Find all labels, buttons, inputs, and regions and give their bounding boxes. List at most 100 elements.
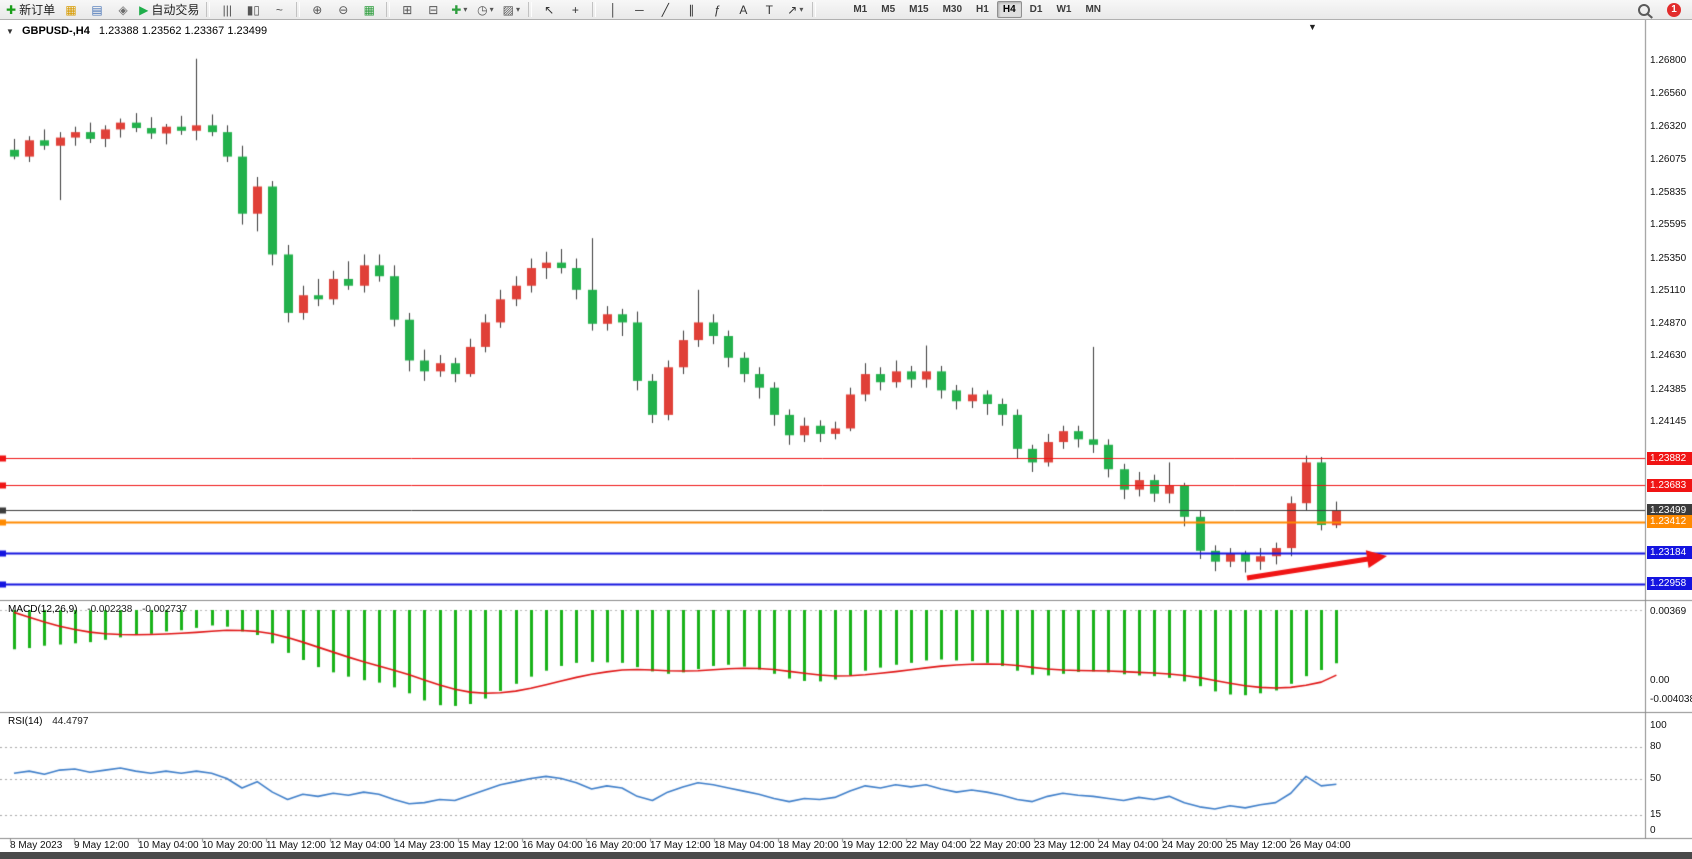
timeframe-m1[interactable]: M1 bbox=[853, 4, 868, 15]
channel-icon: ∥ bbox=[688, 2, 695, 17]
date-axis-label: 18 May 04:00 bbox=[714, 840, 775, 851]
price-axis-label: 1.24145 bbox=[1650, 416, 1687, 428]
rsi-scale-label: 15 bbox=[1650, 809, 1662, 821]
date-axis-label: 19 May 12:00 bbox=[842, 840, 903, 851]
horizontal-line-button[interactable]: ─ bbox=[627, 1, 651, 19]
timeframe-w1[interactable]: W1 bbox=[1056, 4, 1072, 15]
chart-header: ▼ GBPUSD-,H4 1.23388 1.23562 1.23367 1.2… bbox=[6, 25, 267, 38]
chart-symbol-period: GBPUSD-,H4 bbox=[21, 25, 90, 37]
timeframe-toolbar: M1 M5 M15 M30 H1 H4 D1 W1 MN bbox=[846, 0, 1108, 20]
autotrading-button-label: 自动交易 bbox=[151, 2, 200, 17]
zoom-out-button[interactable]: ⊖ bbox=[331, 1, 355, 19]
price-axis-label: 1.25110 bbox=[1650, 285, 1686, 297]
channel-button[interactable]: ∥ bbox=[679, 1, 703, 19]
date-axis-label: 11 May 12:00 bbox=[266, 840, 326, 851]
label-button[interactable]: T bbox=[757, 1, 781, 19]
periods-icon: ◷ bbox=[477, 2, 488, 17]
toolbar: ✚ 新订单 ▦ ▤ ◈ ▶ 自动交易 ||| ▮▯ ~ ⊕ ⊖ ▦ ⊞ ⊟ ✚ ▾ ◷ ▾ ▨ ▾ ↖ + │ ─ ╱ ∥ ƒ A T ↗ ▾… bbox=[0, 0, 1692, 20]
arrows-icon: ↗ bbox=[787, 2, 798, 17]
line-chart-button[interactable]: ~ bbox=[267, 1, 291, 19]
price-axis-label: 1.24385 bbox=[1650, 383, 1687, 395]
rsi-scale-label: 100 bbox=[1650, 720, 1667, 731]
chart-area: ▼ GBPUSD-,H4 1.23388 1.23562 1.23367 1.2… bbox=[0, 20, 1692, 852]
support-line-1-price-tag[interactable]: 1.23184 bbox=[1647, 546, 1692, 560]
timeframe-mn[interactable]: MN bbox=[1085, 4, 1101, 15]
trendline-button[interactable]: ╱ bbox=[653, 1, 677, 19]
timeframe-d1[interactable]: D1 bbox=[1029, 4, 1043, 15]
timeframe-h1[interactable]: H1 bbox=[976, 4, 989, 15]
alert-line-price-tag[interactable]: 1.23412 bbox=[1647, 515, 1692, 529]
date-axis-label: 22 May 20:00 bbox=[970, 840, 1031, 851]
text-button[interactable]: A bbox=[731, 1, 755, 19]
zoom-in-button[interactable]: ⊕ bbox=[305, 1, 329, 19]
one-click-trading-toggle-icon[interactable]: ▼ bbox=[6, 27, 14, 36]
new-order-icon: ✚ bbox=[6, 2, 17, 17]
timeframe-m30[interactable]: M30 bbox=[942, 4, 963, 15]
search-button[interactable] bbox=[1632, 1, 1656, 19]
indicators-button[interactable]: ✚ ▾ bbox=[447, 1, 471, 19]
arrows-button[interactable]: ↗ ▾ bbox=[783, 1, 807, 19]
templates-button[interactable]: ▨ ▾ bbox=[499, 1, 523, 19]
market-watch-button[interactable]: ▦ bbox=[59, 1, 83, 19]
current-price-line-price-tag[interactable]: 1.23499 bbox=[1647, 503, 1692, 517]
candlestick-chart-button[interactable]: ▮▯ bbox=[241, 1, 265, 19]
navigator-button[interactable]: ◈ bbox=[111, 1, 135, 19]
crosshair-icon: + bbox=[571, 2, 579, 17]
timeframe-h4[interactable]: H4 bbox=[996, 1, 1022, 18]
zoom-out-icon: ⊖ bbox=[338, 2, 349, 17]
new-order-button-label: 新订单 bbox=[19, 2, 56, 17]
horizontal-line-icon: ─ bbox=[635, 2, 644, 17]
fibonacci-button[interactable]: ƒ bbox=[705, 1, 729, 19]
periods-button[interactable]: ◷ ▾ bbox=[473, 1, 497, 19]
price-axis-label: 1.24870 bbox=[1650, 317, 1687, 329]
fibonacci-icon: ƒ bbox=[713, 2, 721, 17]
toolbar-separator bbox=[528, 2, 533, 17]
profiles-button[interactable]: ⊟ bbox=[421, 1, 445, 19]
date-axis-label: 10 May 04:00 bbox=[138, 840, 199, 851]
vertical-line-button[interactable]: │ bbox=[601, 1, 625, 19]
support-line-2-price-tag[interactable]: 1.22958 bbox=[1647, 577, 1692, 591]
date-axis-label: 25 May 12:00 bbox=[1226, 840, 1287, 851]
resistance-line-1-price-tag[interactable]: 1.23882 bbox=[1647, 451, 1692, 465]
text-icon: A bbox=[739, 2, 748, 17]
label-icon: T bbox=[765, 2, 773, 17]
chart-autoscroll-icon[interactable]: ▼ bbox=[1308, 22, 1317, 32]
bar-chart-icon: ||| bbox=[222, 2, 232, 17]
cursor-button[interactable]: ↖ bbox=[537, 1, 561, 19]
date-axis-label: 12 May 04:00 bbox=[330, 840, 391, 851]
chevron-down-icon: ▾ bbox=[463, 4, 468, 14]
date-axis-label: 22 May 04:00 bbox=[906, 840, 967, 851]
date-axis-label: 16 May 04:00 bbox=[522, 840, 583, 851]
new-chart-button[interactable]: ⊞ bbox=[395, 1, 419, 19]
window-bottom-strip bbox=[0, 852, 1692, 859]
autotrading-icon: ▶ bbox=[139, 2, 149, 17]
price-axis-label: 1.25835 bbox=[1650, 186, 1687, 198]
chart-ohlc-values: 1.23388 1.23562 1.23367 1.23499 bbox=[98, 25, 268, 37]
date-axis-label: 10 May 20:00 bbox=[202, 840, 263, 851]
notification-badge[interactable]: 1 bbox=[1667, 2, 1681, 17]
price-axis-label: 1.26560 bbox=[1650, 88, 1687, 100]
resistance-line-2-price-tag[interactable]: 1.23683 bbox=[1647, 478, 1692, 492]
rsi-value: 44.4797 bbox=[52, 716, 89, 727]
cursor-icon: ↖ bbox=[544, 2, 555, 17]
date-axis-label: 24 May 20:00 bbox=[1162, 840, 1223, 851]
date-axis-label: 14 May 23:00 bbox=[394, 840, 455, 851]
toolbar-separator bbox=[812, 2, 817, 17]
rsi-name: RSI(14) bbox=[8, 716, 43, 727]
date-axis-label: 26 May 04:00 bbox=[1290, 840, 1351, 851]
new-order-button[interactable]: ✚ 新订单 bbox=[4, 1, 57, 19]
timeframe-m15[interactable]: M15 bbox=[909, 4, 929, 15]
autotrading-button[interactable]: ▶ 自动交易 bbox=[137, 1, 201, 19]
date-axis-label: 16 May 20:00 bbox=[586, 840, 647, 851]
price-chart-canvas[interactable] bbox=[0, 20, 1692, 852]
zoom-in-icon: ⊕ bbox=[312, 2, 323, 17]
tile-windows-button[interactable]: ▦ bbox=[357, 1, 381, 19]
crosshair-button[interactable]: + bbox=[563, 1, 587, 19]
rsi-scale-label: 80 bbox=[1650, 741, 1662, 752]
data-window-button[interactable]: ▤ bbox=[85, 1, 109, 19]
chevron-down-icon: ▾ bbox=[799, 4, 804, 14]
timeframe-m5[interactable]: M5 bbox=[881, 4, 896, 15]
macd-scale-label: 0.00369 bbox=[1650, 606, 1687, 617]
search-icon bbox=[1638, 3, 1650, 16]
bar-chart-button[interactable]: ||| bbox=[215, 1, 239, 19]
